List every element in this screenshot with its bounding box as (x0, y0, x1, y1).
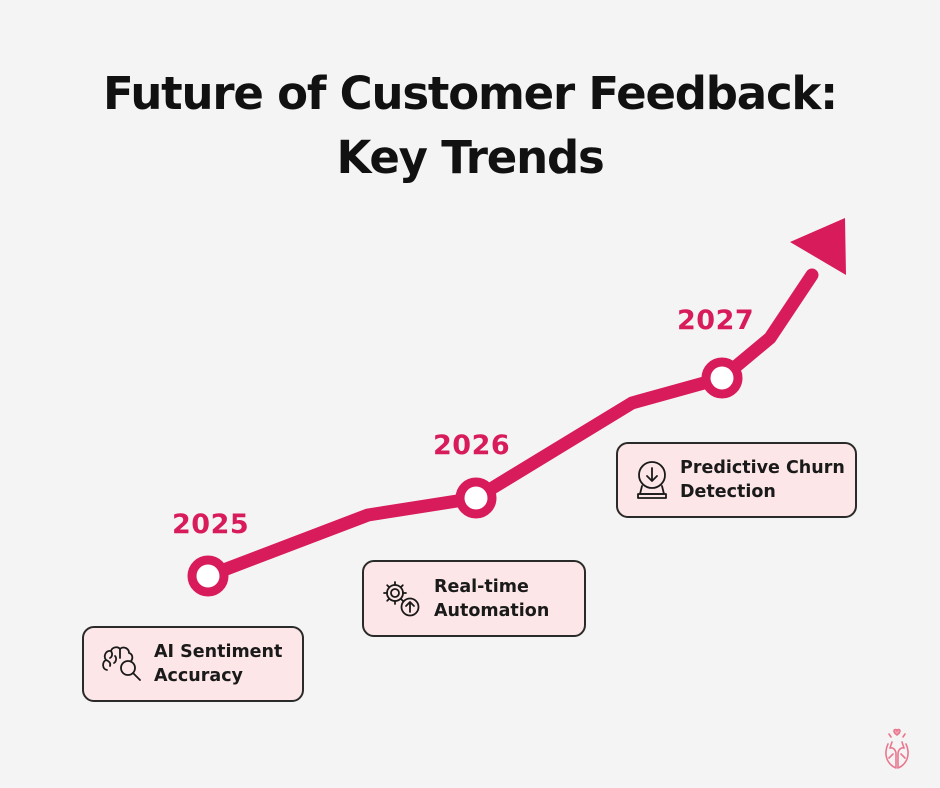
milestone-marker-2025 (187, 555, 229, 597)
page-title: Future of Customer Feedback: Key Trends (0, 62, 940, 190)
milestone-label-line-2: Accuracy (154, 666, 243, 686)
milestone-label-2027: Predictive Churn Detection (680, 456, 845, 504)
milestone-marker-2027 (701, 357, 743, 399)
title-line-1: Future of Customer Feedback: (103, 67, 838, 120)
milestone-label-line-1: Real-time (434, 576, 529, 597)
milestone-card-2026: Real-time Automation (362, 560, 586, 637)
title-line-2: Key Trends (336, 131, 604, 184)
milestone-marker-2026 (455, 477, 497, 519)
crystal-ball-icon (626, 458, 678, 502)
milestone-card-2027: Predictive Churn Detection (616, 442, 857, 518)
trend-arrowhead (790, 218, 846, 275)
milestone-label-2026: Real-time Automation (434, 575, 549, 623)
milestone-card-2025: AI Sentiment Accuracy (82, 626, 304, 702)
milestone-label-line-1: Predictive Churn (680, 458, 845, 478)
milestone-label-2025: AI Sentiment Accuracy (154, 640, 282, 688)
gears-arrow-icon (376, 578, 428, 620)
brain-search-icon (94, 644, 150, 684)
milestone-label-line-1: AI Sentiment (154, 642, 283, 662)
year-label-2026: 2026 (433, 430, 511, 461)
milestone-label-line-2: Detection (680, 482, 776, 502)
hands-heart-logo-icon (880, 728, 914, 776)
trend-line (201, 268, 819, 583)
year-label-2025: 2025 (172, 509, 250, 540)
year-label-2027: 2027 (677, 305, 755, 336)
milestone-label-line-2: Automation (434, 600, 550, 621)
